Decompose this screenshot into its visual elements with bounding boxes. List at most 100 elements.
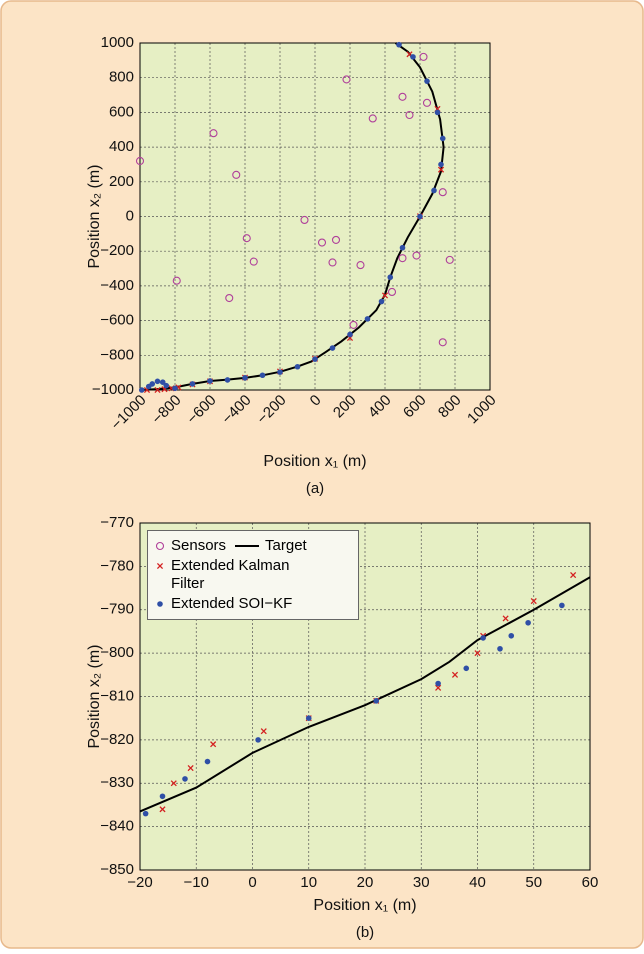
ekf-marker [381,292,389,299]
y-tick-label: −820 [100,731,134,748]
soi-kf-marker [559,602,565,609]
legend-row: Sensors Target [154,537,352,555]
sensor-marker [422,98,432,107]
sensor-marker [387,287,397,297]
soi-kf-marker [435,680,441,687]
y-tick-label: −840 [100,818,134,835]
sensor-marker [331,235,341,244]
y-tick-label: 0 [126,207,134,224]
sensor-marker [300,215,309,225]
soi-kf-marker [204,758,211,765]
x-tick-label: 50 [525,874,542,891]
sensor-marker [412,251,421,260]
y-tick-label: −200 [100,242,134,259]
x-axis-label: Position x₁ (m) [263,453,366,470]
x-tick-label: 20 [357,874,374,891]
soi-kf-marker [172,385,178,392]
soi-kf-marker [142,810,149,817]
ekf-marker [170,780,177,787]
ekf-marker [570,571,577,579]
ekf-marker [187,765,194,772]
x-tick-label: 60 [582,874,599,891]
sensor-marker [349,320,358,329]
sensor-marker [445,255,454,264]
sensor-marker [249,257,258,266]
legend-label: Extended Kalman Filter [171,557,290,592]
y-tick-label: −800 [100,644,134,661]
soi-kf-marker [410,54,416,60]
soi-kf-marker [159,793,166,800]
y-tick-label: −800 [100,346,134,363]
soi-kf-marker [417,213,423,220]
y-axis-label: Position x₂ (m) [86,644,103,748]
ekf-marker [260,728,267,735]
legend-icon [155,541,165,551]
ekf-marker [437,166,445,173]
y-tick-label: 600 [109,103,134,120]
y-tick-label: 400 [109,138,134,155]
soi-kf-marker [224,377,231,383]
sensor-marker [135,156,145,166]
sensor-marker [405,110,414,120]
soi-kf-marker [463,665,470,672]
sensor-marker [398,92,407,101]
x-axis-label: Position x₁ (m) [313,897,416,914]
sensor-marker [342,75,351,84]
soi-kf-marker [431,187,437,194]
plot-frame [139,522,591,871]
sensor-marker [368,114,377,123]
x-tick-label: 10 [300,874,317,891]
soi-kf-marker [387,274,394,281]
soi-kf-marker [259,372,266,379]
sensor-marker [317,238,327,247]
x-tick-label: −20 [127,874,152,891]
sensor-marker [232,170,241,179]
soi-kf-marker [439,135,446,142]
soi-kf-marker [396,41,402,48]
legend-row: Extended Kalman Filter [154,557,352,593]
soi-kf-marker [424,78,430,84]
legend-item: Extended SOI−KF [154,595,292,613]
ekf-marker [435,684,442,691]
x-tick-label: 40 [469,874,486,891]
y-tick-label: 200 [109,173,134,190]
soi-kf-marker [242,375,248,381]
ekf-marker [530,598,537,605]
soi-kf-marker [154,378,161,385]
soi-kf-marker [508,632,515,639]
ekf-marker [156,562,164,570]
soi-kf-marker [399,244,406,251]
soi-kf-marker [294,363,301,370]
legend: Sensors Target Extended Kalman Filter Exten… [147,530,359,620]
soi-kf-marker [480,635,486,641]
soi-kf-marker [277,369,283,375]
sensor-marker [155,541,165,551]
sensor-marker [172,276,181,285]
ekf-marker [474,650,481,657]
soi-kf-marker [438,161,444,168]
soi-kf-marker [163,382,170,389]
y-tick-label: −790 [100,601,134,618]
soi-kf-marker [434,109,441,116]
legend-item: Sensors [154,537,226,555]
y-tick-label: −780 [100,557,134,574]
soi-kf-marker [329,345,336,351]
sensor-marker [419,52,428,61]
y-tick-label: −810 [100,687,134,704]
legend-icon [156,562,164,570]
sensor-marker [438,338,447,347]
soi-kf-marker [189,381,196,387]
x-tick-label: 0 [248,874,256,891]
ekf-marker [159,806,166,813]
subplot-label: (b) [356,924,374,941]
ekf-marker [154,386,161,394]
soi-kf-marker [364,316,371,322]
sensor-marker [209,129,218,138]
soi-kf-marker [207,378,213,384]
legend-icon [235,545,260,547]
y-tick-label: −850 [100,861,134,878]
x-tick-label: −10 [184,874,209,891]
soi-kf-marker [347,331,353,338]
plot-frame [139,42,491,391]
soi-kf-marker [373,698,380,704]
